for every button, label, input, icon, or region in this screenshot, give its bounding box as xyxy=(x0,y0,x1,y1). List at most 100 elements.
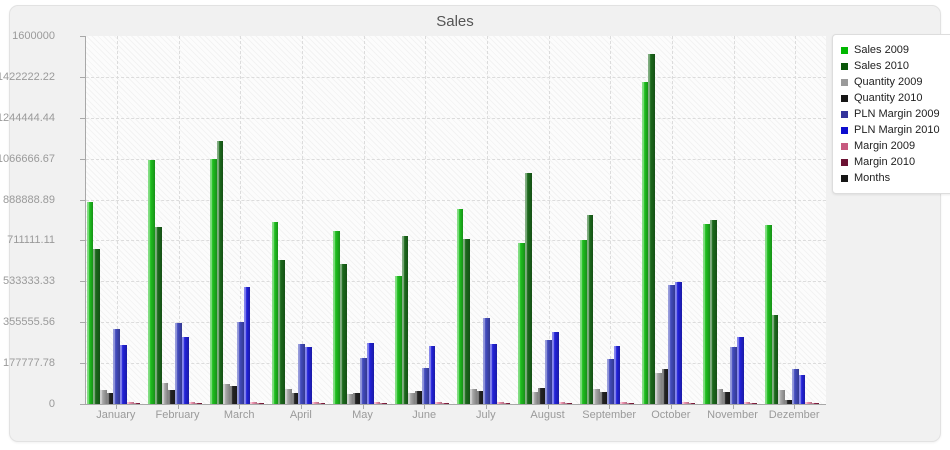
bar-pln-margin-2009-april[interactable] xyxy=(298,344,306,404)
bar-pln-margin-2010-september[interactable] xyxy=(613,345,621,404)
bar-margin-2009-dezember[interactable] xyxy=(805,401,812,404)
bar-sales-2010-august[interactable] xyxy=(525,173,532,404)
bar-pln-margin-2009-july[interactable] xyxy=(483,318,491,404)
bar-sales-2009-march[interactable] xyxy=(210,158,217,404)
bar-margin-2009-october[interactable] xyxy=(681,401,689,404)
bar-sales-2009-october[interactable] xyxy=(641,82,649,404)
bar-sales-2010-march[interactable] xyxy=(216,141,224,404)
legend-item-margin-2010[interactable]: Margin 2010 xyxy=(841,154,945,170)
bar-quantity-2009-october[interactable] xyxy=(655,372,662,404)
bar-margin-2010-april[interactable] xyxy=(318,402,326,404)
bar-sales-2010-october[interactable] xyxy=(648,53,656,404)
bar-margin-2010-february[interactable] xyxy=(195,402,202,404)
bar-sales-2010-april[interactable] xyxy=(278,260,286,404)
legend-item-sales-2009[interactable]: Sales 2009 xyxy=(841,42,945,58)
bar-margin-2010-november[interactable] xyxy=(750,402,757,404)
bar-pln-margin-2010-july[interactable] xyxy=(490,343,497,404)
bar-sales-2010-january[interactable] xyxy=(93,248,101,404)
legend-item-margin-2009[interactable]: Margin 2009 xyxy=(841,138,945,154)
bar-quantity-2010-august[interactable] xyxy=(538,387,546,404)
legend-item-pln-margin-2009[interactable]: PLN Margin 2009 xyxy=(841,106,945,122)
bar-quantity-2009-february[interactable] xyxy=(161,382,169,404)
bar-margin-2010-march[interactable] xyxy=(256,402,264,404)
legend-item-pln-margin-2010[interactable]: PLN Margin 2010 xyxy=(841,122,945,138)
bar-quantity-2010-september[interactable] xyxy=(600,391,607,404)
bar-margin-2009-may[interactable] xyxy=(373,401,381,404)
bar-sales-2009-january[interactable] xyxy=(86,201,94,404)
bar-sales-2009-may[interactable] xyxy=(333,230,341,404)
bar-margin-2009-june[interactable] xyxy=(435,401,442,404)
bar-quantity-2009-may[interactable] xyxy=(346,393,354,404)
bar-quantity-2009-march[interactable] xyxy=(223,384,231,404)
bar-pln-margin-2009-january[interactable] xyxy=(113,329,121,404)
bar-margin-2009-september[interactable] xyxy=(620,401,627,404)
bar-pln-margin-2010-june[interactable] xyxy=(428,345,436,404)
bar-sales-2010-november[interactable] xyxy=(710,219,717,404)
legend-item-months[interactable]: Months xyxy=(841,170,945,186)
bar-pln-margin-2010-april[interactable] xyxy=(305,346,312,404)
bar-margin-2010-august[interactable] xyxy=(565,402,572,404)
legend-item-quantity-2010[interactable]: Quantity 2010 xyxy=(841,90,945,106)
bar-quantity-2010-may[interactable] xyxy=(353,392,361,404)
bar-pln-margin-2010-october[interactable] xyxy=(675,282,682,404)
bar-margin-2010-dezember[interactable] xyxy=(811,402,819,404)
bar-pln-margin-2009-dezember[interactable] xyxy=(791,369,799,404)
bar-margin-2009-february[interactable] xyxy=(188,401,196,404)
bar-quantity-2010-june[interactable] xyxy=(415,390,422,404)
bar-sales-2010-september[interactable] xyxy=(586,215,594,404)
bar-quantity-2010-november[interactable] xyxy=(723,392,731,404)
bar-sales-2009-november[interactable] xyxy=(703,223,711,404)
bar-sales-2010-february[interactable] xyxy=(155,226,162,404)
bar-margin-2009-november[interactable] xyxy=(743,401,751,404)
bar-pln-margin-2009-august[interactable] xyxy=(545,339,552,404)
bar-pln-margin-2010-august[interactable] xyxy=(551,332,559,404)
bar-margin-2009-july[interactable] xyxy=(496,401,504,404)
bar-margin-2009-january[interactable] xyxy=(126,401,134,404)
bar-pln-margin-2010-dezember[interactable] xyxy=(798,375,806,404)
bar-margin-2010-october[interactable] xyxy=(688,402,696,404)
bar-margin-2009-april[interactable] xyxy=(311,401,319,404)
bar-sales-2009-february[interactable] xyxy=(148,160,156,404)
bar-quantity-2009-june[interactable] xyxy=(408,392,416,404)
bar-quantity-2009-july[interactable] xyxy=(470,389,477,404)
bar-quantity-2009-september[interactable] xyxy=(593,389,601,404)
bar-pln-margin-2009-june[interactable] xyxy=(421,367,429,404)
bar-pln-margin-2009-march[interactable] xyxy=(236,322,244,404)
bar-pln-margin-2010-march[interactable] xyxy=(243,287,251,404)
bar-quantity-2009-august[interactable] xyxy=(531,391,539,404)
bar-quantity-2009-january[interactable] xyxy=(100,389,107,404)
bar-margin-2010-september[interactable] xyxy=(626,402,634,404)
bar-margin-2009-march[interactable] xyxy=(250,401,257,404)
bar-pln-margin-2009-october[interactable] xyxy=(668,284,676,404)
bar-sales-2009-august[interactable] xyxy=(518,242,526,404)
bar-quantity-2009-april[interactable] xyxy=(285,389,292,404)
bar-pln-margin-2009-may[interactable] xyxy=(360,358,367,404)
bar-sales-2009-september[interactable] xyxy=(580,239,587,404)
bar-quantity-2010-april[interactable] xyxy=(291,392,299,404)
bar-pln-margin-2010-january[interactable] xyxy=(120,345,127,404)
bar-quantity-2010-february[interactable] xyxy=(168,389,176,404)
bar-pln-margin-2009-september[interactable] xyxy=(606,358,614,404)
bar-quantity-2010-october[interactable] xyxy=(661,369,669,404)
bar-quantity-2010-dezember[interactable] xyxy=(785,400,792,404)
bar-sales-2010-july[interactable] xyxy=(463,238,471,404)
bar-margin-2009-august[interactable] xyxy=(558,401,566,404)
bar-quantity-2010-july[interactable] xyxy=(476,390,484,404)
bar-margin-2010-may[interactable] xyxy=(380,402,387,404)
bar-sales-2010-may[interactable] xyxy=(340,263,347,404)
bar-sales-2010-june[interactable] xyxy=(401,235,409,404)
bar-sales-2009-dezember[interactable] xyxy=(765,224,772,404)
bar-quantity-2009-dezember[interactable] xyxy=(778,390,786,404)
bar-pln-margin-2010-may[interactable] xyxy=(366,342,374,404)
bar-sales-2009-april[interactable] xyxy=(271,221,279,404)
bar-sales-2010-dezember[interactable] xyxy=(771,315,779,404)
bar-quantity-2010-march[interactable] xyxy=(230,386,237,404)
legend-item-quantity-2009[interactable]: Quantity 2009 xyxy=(841,74,945,90)
bar-pln-margin-2009-february[interactable] xyxy=(175,323,182,404)
bar-sales-2009-july[interactable] xyxy=(456,208,464,404)
bar-quantity-2009-november[interactable] xyxy=(716,388,724,404)
bar-pln-margin-2010-november[interactable] xyxy=(736,336,744,404)
bar-margin-2010-july[interactable] xyxy=(503,402,511,404)
bar-sales-2009-june[interactable] xyxy=(395,275,402,404)
bar-quantity-2010-january[interactable] xyxy=(106,392,114,404)
